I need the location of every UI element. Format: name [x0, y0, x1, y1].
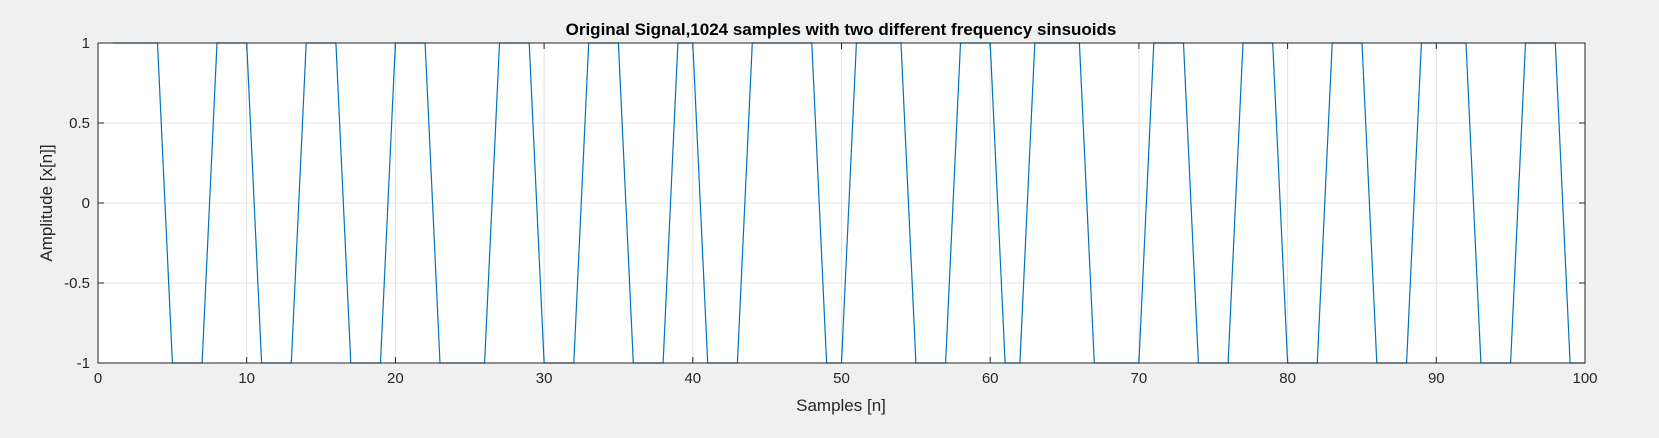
x-tick-label: 100	[1572, 370, 1597, 387]
y-tick-label: 0	[82, 195, 90, 212]
x-tick-label: 60	[982, 370, 999, 387]
y-tick-label: 0.5	[69, 115, 90, 132]
y-tick-label: -1	[77, 355, 90, 372]
x-axis-label: Samples [n]	[796, 396, 886, 415]
tick-labels: 0 10 20 30 40 50 60 70 80 90 100 -1 -0.5 0 0.5 1	[64, 35, 1597, 387]
plot-border	[97, 42, 1586, 364]
x-tick-label: 40	[684, 370, 701, 387]
y-tick-label: -0.5	[64, 275, 90, 292]
y-axis-label: Amplitude [x[n]]	[37, 144, 56, 261]
y-tick-label: 1	[82, 35, 90, 52]
chart-title: Original Signal,1024 samples with two di…	[566, 20, 1117, 39]
x-tick-label: 80	[1279, 370, 1296, 387]
x-tick-label: 70	[1131, 370, 1148, 387]
x-tick-label: 20	[387, 370, 404, 387]
x-tick-label: 90	[1428, 370, 1445, 387]
x-tick-label: 30	[536, 370, 553, 387]
x-tick-label: 0	[94, 370, 102, 387]
x-tick-label: 50	[833, 370, 850, 387]
x-tick-label: 10	[238, 370, 255, 387]
